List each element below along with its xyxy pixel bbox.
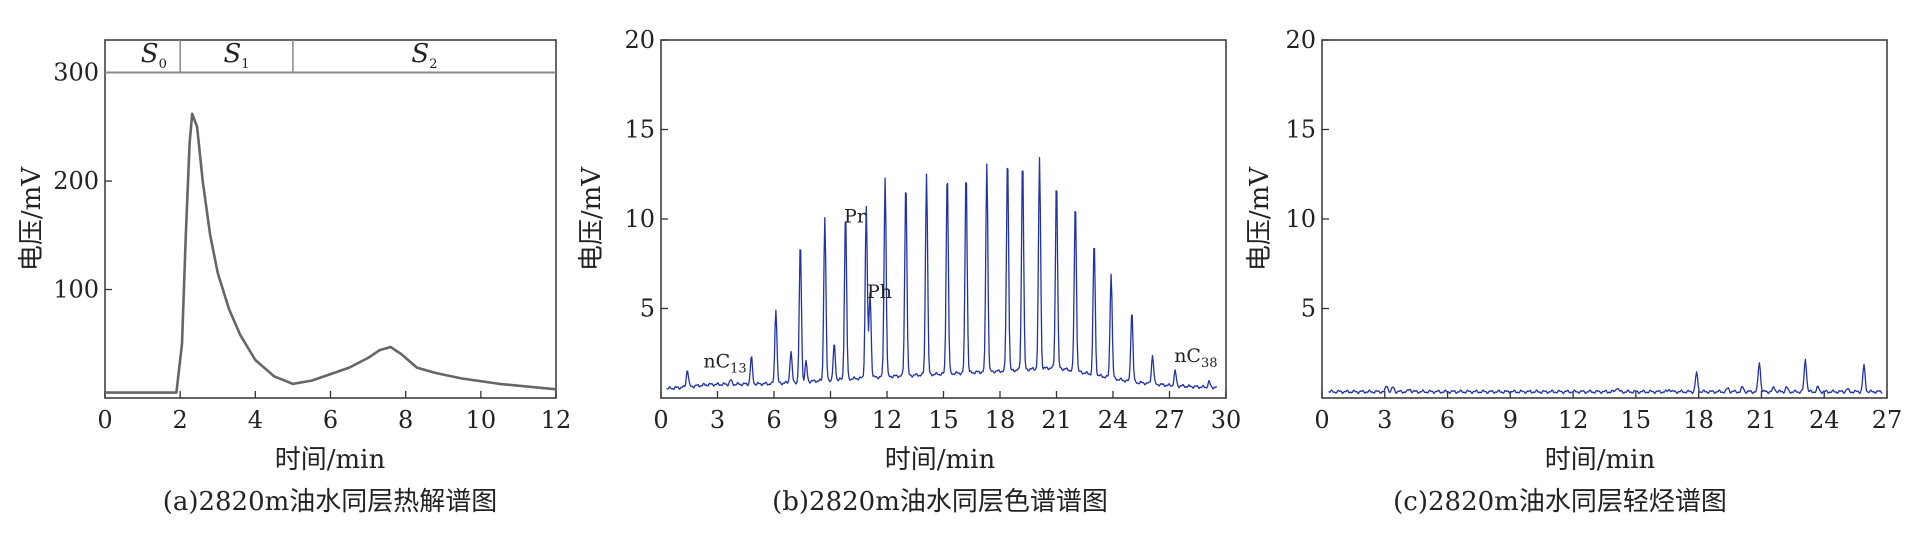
x-tick-label: 10 [466,406,497,434]
x-tick-label: 3 [710,406,725,434]
panel-caption: (c)2820m油水同层轻烃谱图 [1393,487,1727,517]
x-tick-label: 6 [1440,406,1455,434]
x-axis-label: 时间/min [275,445,386,475]
y-tick-label: 15 [624,116,655,144]
peak-annotation: nC13 [703,351,746,377]
x-tick-label: 18 [1683,406,1714,434]
x-tick-label: 9 [1503,406,1518,434]
x-tick-label: 3 [1377,406,1392,434]
x-axis-label: 时间/min [885,445,996,475]
plot-frame [1321,39,1888,399]
x-tick-label: 2 [173,406,188,434]
y-tick-label: 300 [53,59,99,87]
x-tick-label: 6 [323,406,338,434]
x-tick-label: 27 [1154,406,1185,434]
peak-annotation: Pr [844,206,867,228]
x-tick-label: 0 [653,406,668,434]
stage-label-subscript: 1 [241,57,249,72]
y-tick-label: 100 [53,276,99,304]
x-tick-label: 30 [1211,406,1242,434]
plot-frame [104,39,557,399]
stage-label-s1: S1 [223,39,249,72]
stage-label-s2: S2 [411,39,437,72]
x-tick-label: 8 [398,406,413,434]
annotation-text: nC [1174,345,1201,367]
y-tick-label: 20 [624,26,655,54]
panel-caption: (a)2820m油水同层热解谱图 [163,487,498,517]
y-tick-label: 200 [53,167,99,195]
annotation-subscript: 38 [1201,356,1218,371]
y-tick-label: 10 [1285,205,1316,233]
y-tick-label: 20 [1285,26,1316,54]
x-tick-label: 6 [766,406,781,434]
panel-a-pyrolysis: 0 2 4 6 8 10 12100200300时间/min电压/mV(a)2820m油水同… [17,39,571,517]
x-tick-label: 12 [1558,406,1589,434]
y-tick-label: 5 [640,295,655,323]
x-tick-label: 24 [1098,406,1129,434]
x-tick-label: 27 [1872,406,1903,434]
x-tick-label: 4 [248,406,263,434]
annotation-text: Ph [867,281,892,303]
x-axis-label: 时间/min [1545,445,1656,475]
x-tick-label: 21 [1746,406,1777,434]
annotation-subscript: 13 [730,362,747,377]
annotation-text: Pr [844,206,867,228]
x-tick-label: 18 [985,406,1016,434]
annotation-text: nC [703,351,730,373]
panel-caption: (b)2820m油水同层色谱谱图 [772,487,1108,517]
x-tick-label: 12 [541,406,572,434]
y-axis-label: 电压/mV [17,166,47,271]
y-axis-label: 电压/mV [577,166,607,271]
panel-b-chromatogram: 0 3 6 9 12 15 18 21 24 27 30 5 10 15 20 时间/min 电压/mV (b)2… [577,26,1241,517]
y-tick-label: 10 [624,205,655,233]
y-axis-label: 电压/mV [1245,166,1275,271]
y-tick-label: 15 [1285,116,1316,144]
pyrolysis-series-line [105,112,557,394]
stage-label-s0: S0 [141,39,167,72]
x-tick-label: 15 [1621,406,1652,434]
x-tick-label: 15 [928,406,959,434]
peak-annotation: Ph [867,281,892,303]
x-tick-label: 24 [1809,406,1840,434]
stage-label-subscript: 2 [429,57,437,72]
y-tick-label: 5 [1301,295,1316,323]
stage-label-main: S [223,39,241,69]
chromatogram-trace [666,157,1218,391]
stage-label-main: S [411,39,429,69]
plot-frame [660,39,1227,399]
panel-c-light-hydrocarbon: 0 3 6 9 12 15 18 21 24 27 5 10 15 20 时间/min 电压/mV (c)282… [1245,26,1902,517]
x-tick-label: 12 [872,406,903,434]
x-tick-label: 0 [97,406,112,434]
x-tick-label: 9 [823,406,838,434]
chromatogram-trace [1328,358,1883,395]
x-tick-label: 0 [1314,406,1329,434]
x-tick-label: 21 [1041,406,1072,434]
stage-label-subscript: 0 [159,57,167,72]
stage-label-main: S [141,39,159,69]
peak-annotation: nC38 [1174,345,1217,371]
